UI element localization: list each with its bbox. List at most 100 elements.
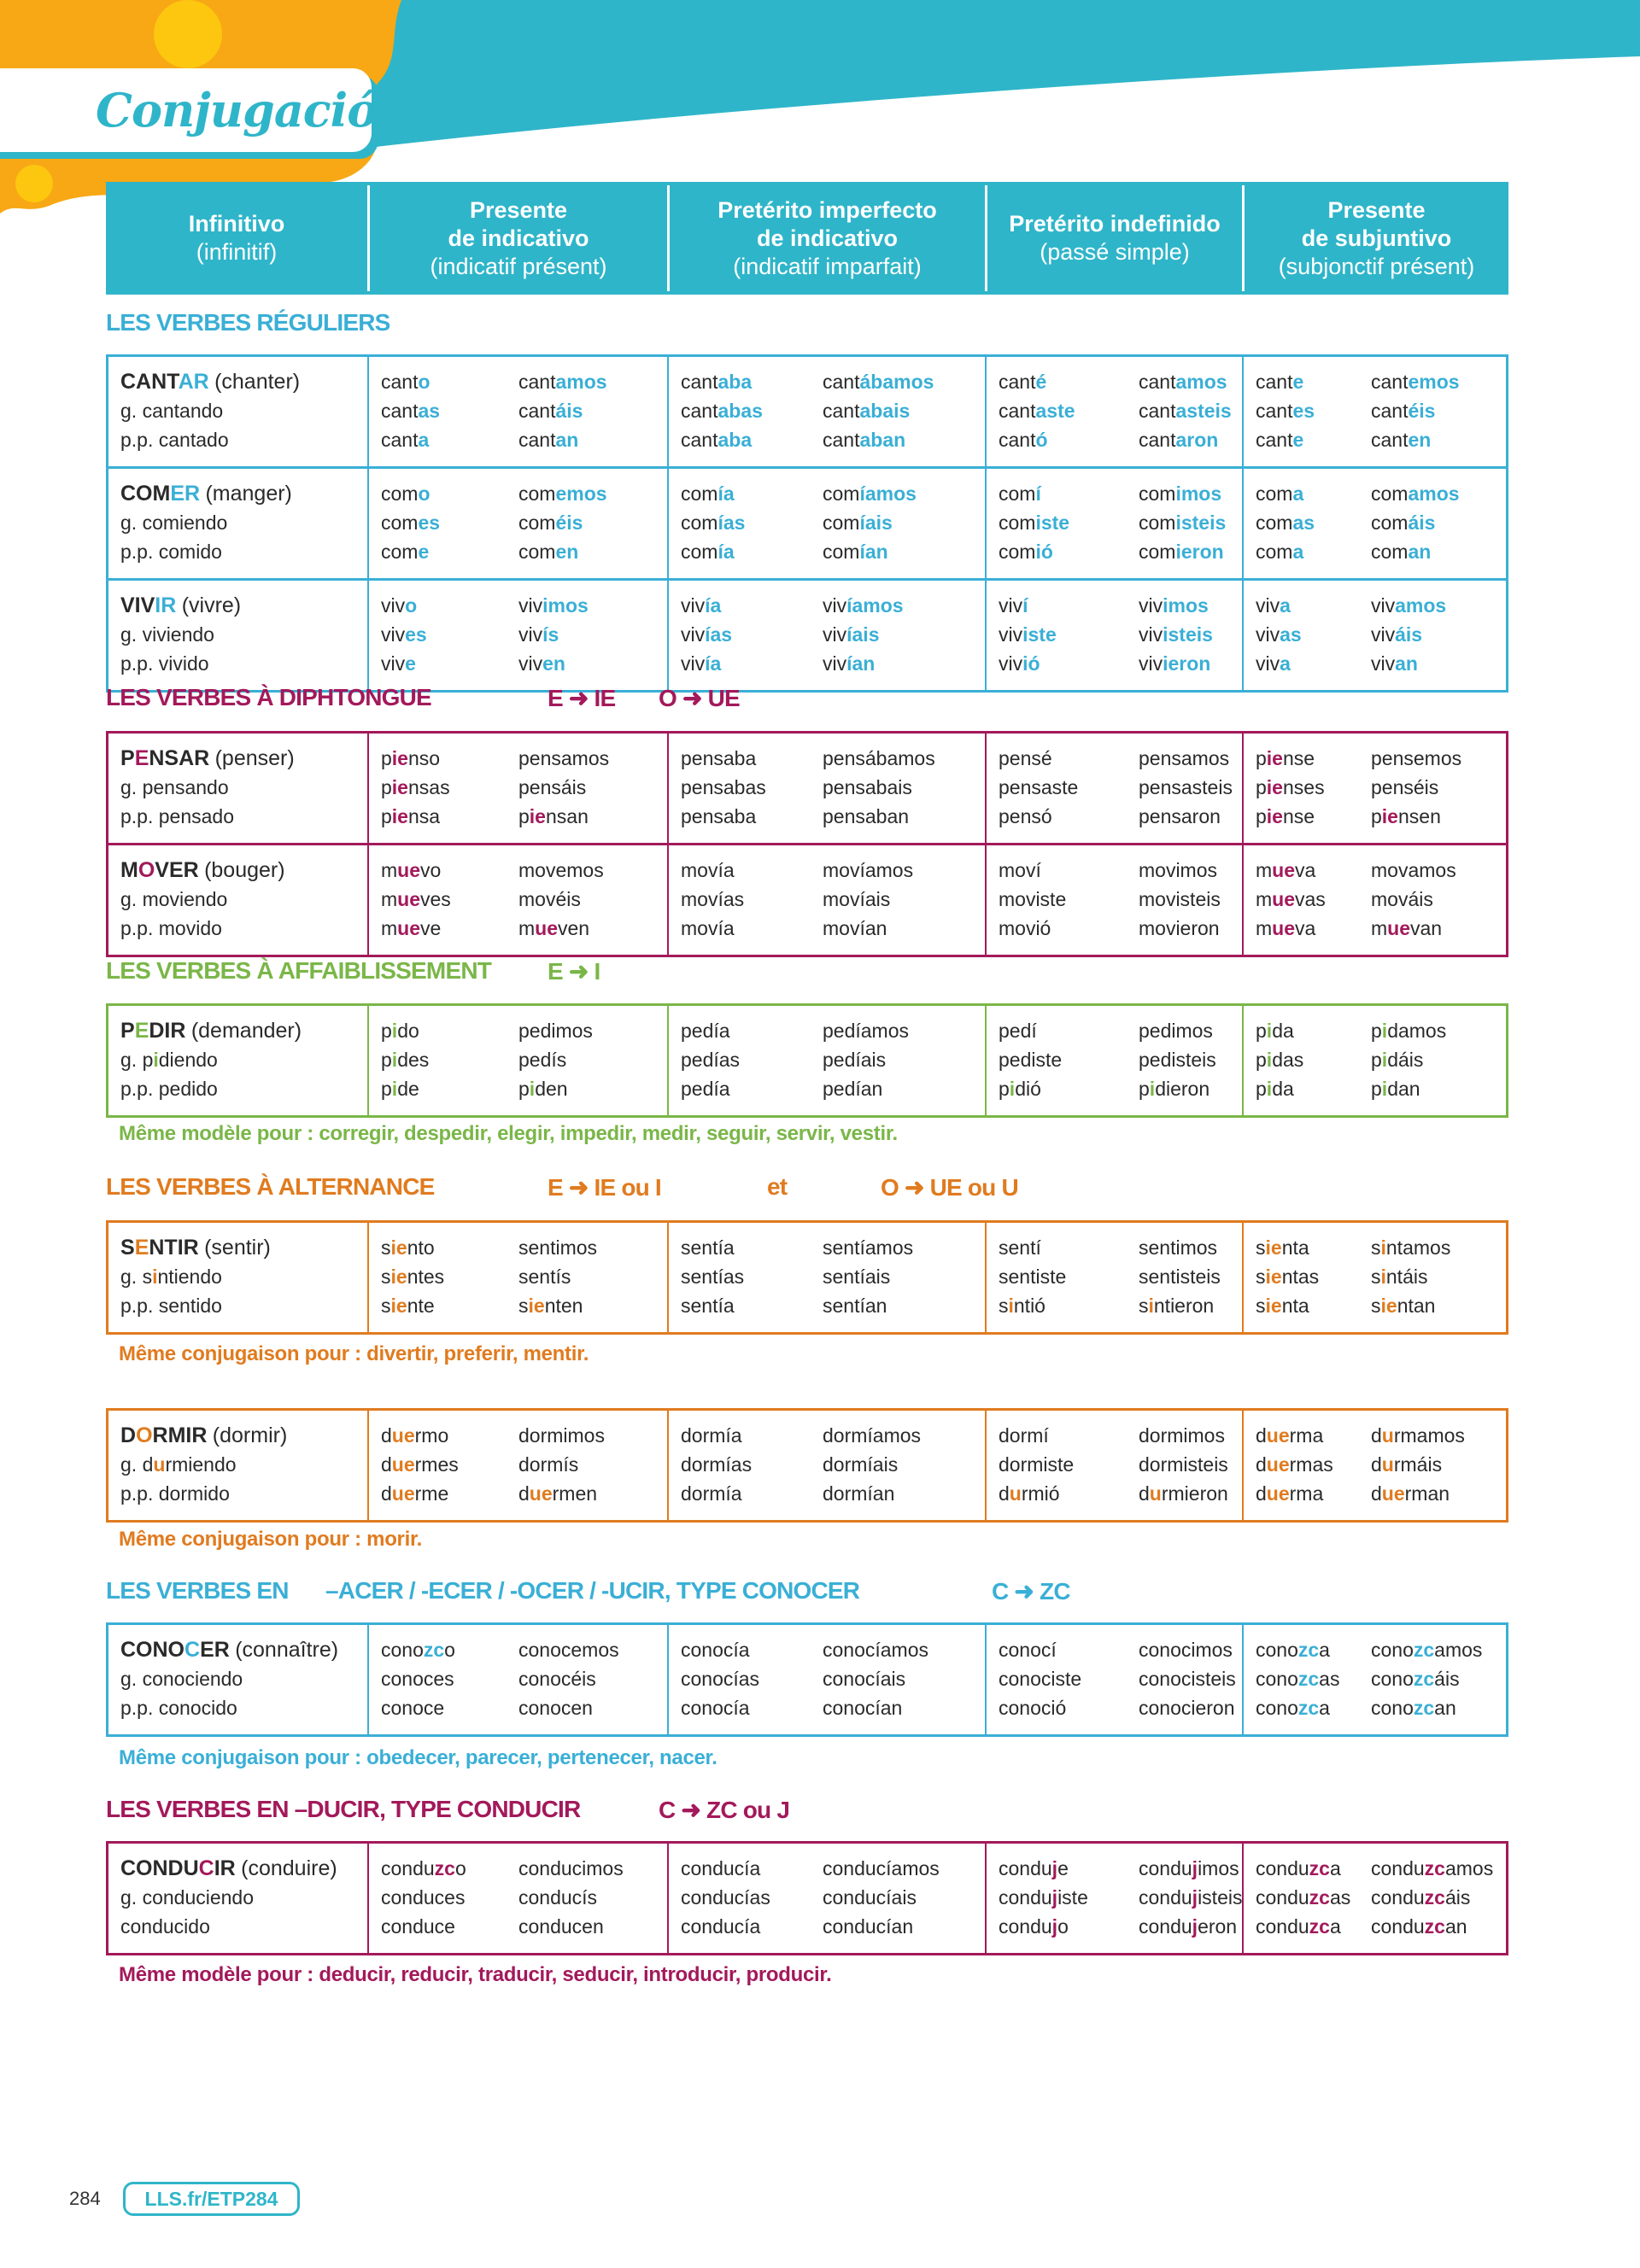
highlighted-part: ía (705, 652, 722, 675)
past-participle: movido (159, 917, 222, 939)
form-part: cantando (142, 400, 224, 422)
form-part: dieron (1155, 1078, 1210, 1100)
form-part: ve (420, 917, 442, 939)
resource-link[interactable]: LLS.fr/ETP284 (123, 2182, 300, 2216)
past-participle-line: p.p. pensado (120, 802, 367, 831)
heading-rule: C ➜ ZC ou J (659, 1797, 790, 1823)
highlighted-part: i (153, 1049, 159, 1071)
highlighted-part: ie (1381, 805, 1398, 827)
highlighted-part: ie (391, 805, 408, 827)
past-participle: conducido (120, 1915, 210, 1938)
highlighted-part: amos (1175, 371, 1227, 393)
infinitive-cell: COMER (manger) g. comiendo p.p. comido (108, 469, 367, 578)
form-part: d (1256, 1424, 1267, 1447)
verb-form: comía (681, 479, 823, 508)
form-part: nsas (407, 776, 450, 798)
form-part: com (681, 511, 718, 534)
form-part: de (397, 1078, 419, 1100)
form-part: p (1256, 1078, 1267, 1100)
form-part: moviste (999, 888, 1067, 910)
highlighted-part: a (1280, 652, 1291, 675)
form-part: pensaste (999, 776, 1079, 798)
form-part: com (1256, 511, 1293, 534)
form-part: viv (681, 594, 706, 617)
gerund-line: g. pidiendo (120, 1045, 367, 1074)
gerund: comiendo (143, 511, 228, 534)
form-part: conducíamos (823, 1857, 940, 1879)
verb-form: piden (518, 1074, 667, 1103)
verb-form: pedí (999, 1016, 1139, 1045)
form-part: p (381, 1049, 392, 1071)
form-part: VER (155, 858, 199, 882)
verb-form: comíamos (823, 479, 985, 508)
verb-form: piensan (518, 802, 667, 831)
past-participle-line: p.p. sentido (120, 1291, 367, 1320)
verb-form: vivisteis (1139, 620, 1242, 649)
verb-form: vivías (681, 620, 823, 649)
tense-cell: cantaba cantábamos cantabas cantabais cantab… (667, 357, 985, 466)
form-part: s (1256, 1266, 1266, 1288)
tense-cell: canté cantamos cantaste cantasteis cantó cant… (985, 357, 1242, 466)
form-part: a (1329, 1857, 1341, 1879)
form-part: sentimos (1139, 1236, 1218, 1259)
highlighted-part: ie (1266, 747, 1283, 769)
form-part: com (999, 511, 1036, 534)
form-part: cono (1371, 1697, 1414, 1719)
form-part: rmo (414, 1424, 449, 1447)
verb-form: pidió (999, 1074, 1139, 1103)
form-part: m (381, 917, 398, 939)
form-part: m (1371, 917, 1388, 939)
form-part: pedisteis (1139, 1049, 1216, 1071)
verb-form: pensaba (681, 802, 823, 831)
form-part: condu (1139, 1886, 1192, 1909)
verb-form: comía (681, 537, 823, 566)
tense-cell: conozco conocemos conoces conocéis conoce con… (367, 1625, 667, 1734)
form-part: imos (1198, 1857, 1239, 1879)
past-participle-line: p.p. vivido (120, 649, 367, 678)
verb-form: sientan (1371, 1291, 1506, 1320)
highlighted-part: ie (528, 1295, 545, 1317)
verb-form: vivimos (518, 591, 667, 620)
verb-form: comisteis (1139, 508, 1242, 537)
form-part: dan (1387, 1078, 1420, 1100)
highlighted-part: en (542, 652, 565, 675)
form-part: movimos (1139, 859, 1218, 881)
highlighted-part: i (391, 1078, 398, 1100)
verb-form: movía (681, 914, 823, 943)
form-part: ER (200, 1638, 230, 1662)
form-part: viv (823, 594, 847, 617)
form-part: conducimos (518, 1857, 624, 1879)
form-part: sentía (681, 1295, 735, 1317)
form-part: viv (518, 594, 543, 617)
verb-form: dormían (823, 1479, 985, 1508)
form-part: an (1444, 1915, 1467, 1938)
tense-cell: moví movimos moviste movisteis movió movieron (985, 845, 1242, 955)
verb-row: CONDUCIR (conduire) g. conduciendo conduci… (108, 1844, 1506, 1953)
verb-form: cantemos (1371, 367, 1506, 396)
form-part: p (1371, 805, 1382, 827)
form-part: com (1139, 511, 1176, 534)
form-part: den (535, 1078, 568, 1100)
verb-form: sientas (1256, 1262, 1371, 1291)
verb-form: pedimos (518, 1016, 667, 1045)
form-part: dormía (681, 1482, 742, 1505)
form-part: dormía (681, 1424, 742, 1447)
gerund: conduciendo (143, 1886, 254, 1909)
form-part: rmió (1021, 1482, 1060, 1505)
past-participle: comido (159, 541, 222, 563)
form-part: ven (558, 917, 590, 939)
infinitive-cell: CONOCER (connaître) g. conociendo p.p. con… (108, 1625, 367, 1734)
verb-row: DORMIR (dormir) g. durmiendo p.p. dormido d… (108, 1411, 1506, 1520)
verb-form: duermas (1256, 1450, 1371, 1479)
verb-form: vivíamos (823, 591, 985, 620)
past-participle: cantado (159, 429, 229, 451)
infinitive-translation: (connaître) (235, 1638, 339, 1662)
highlighted-part: ieron (1163, 652, 1211, 675)
form-part: com (1256, 541, 1293, 563)
verb-form: dormía (681, 1421, 823, 1450)
verb-form: pedía (681, 1074, 823, 1103)
verb-form: pensáis (518, 773, 667, 802)
verb-form: canté (999, 367, 1139, 396)
verb-form: conozcáis (1371, 1664, 1506, 1693)
verb-form: sentían (823, 1291, 985, 1320)
